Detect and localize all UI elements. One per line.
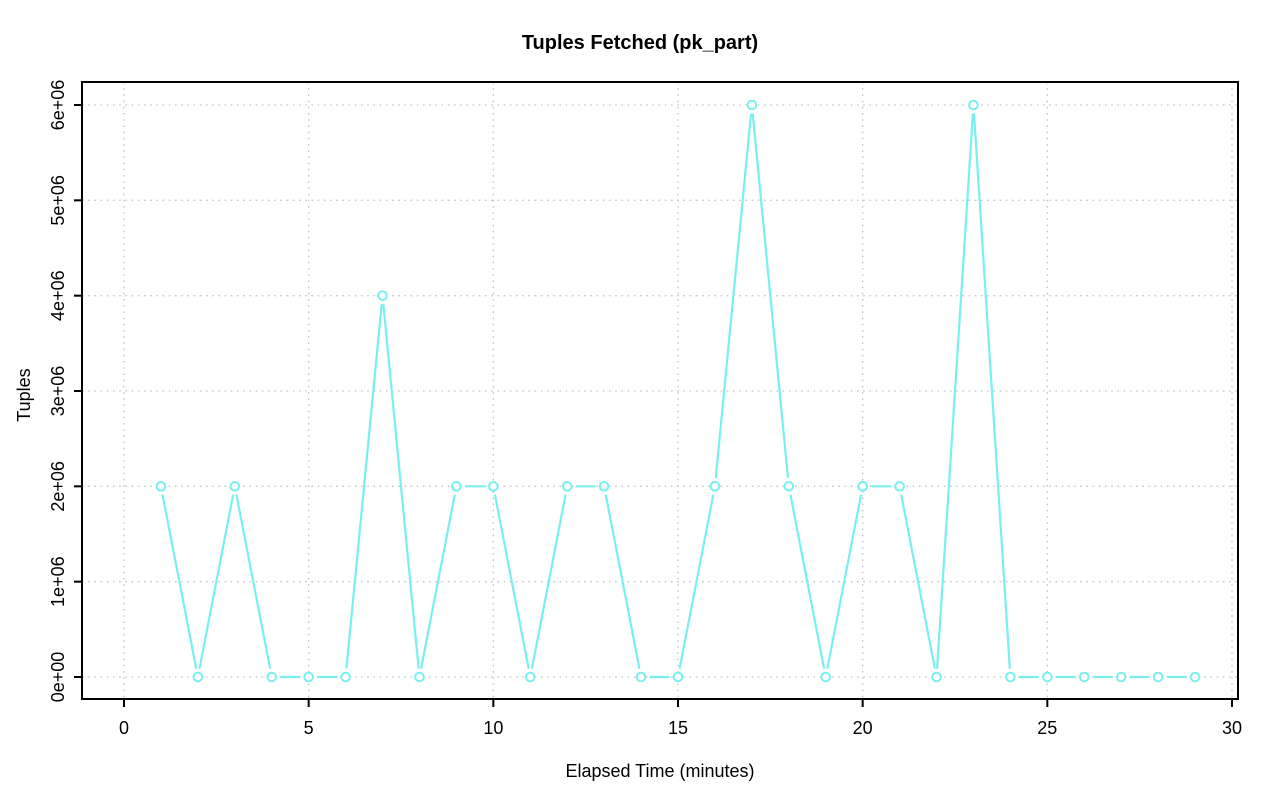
data-point-marker	[377, 290, 388, 301]
data-point-marker	[1078, 671, 1090, 683]
data-point-marker	[451, 481, 462, 492]
data-point-marker	[746, 99, 758, 111]
data-point-marker	[672, 671, 684, 683]
data-point-marker	[155, 481, 167, 492]
data-point-marker	[635, 671, 647, 683]
data-point-marker	[488, 481, 499, 492]
axis-ticks	[74, 104, 1233, 707]
x-tick-label: 0	[119, 718, 129, 738]
series-segment	[198, 494, 235, 669]
series-segment	[678, 494, 715, 669]
y-tick-label: 5e+06	[48, 175, 68, 226]
x-tick-label: 10	[483, 718, 503, 738]
series-segment	[714, 113, 753, 478]
x-axis-label: Elapsed Time (minutes)	[565, 761, 754, 781]
data-point-marker	[857, 481, 868, 492]
series-segment	[789, 494, 826, 669]
chart-title: Tuples Fetched (pk_part)	[522, 32, 758, 54]
data-series	[155, 99, 1201, 683]
data-point-marker	[709, 481, 721, 492]
series-segment	[530, 494, 567, 669]
data-point-marker	[598, 481, 610, 492]
x-tick-labels: 0 5 10 15 20 25 30	[119, 718, 1242, 738]
series-segment	[604, 494, 641, 669]
data-point-marker	[414, 671, 425, 683]
series-segment	[935, 113, 975, 669]
y-tick-label: 3e+06	[48, 366, 68, 417]
series-segment	[826, 494, 863, 669]
x-tick-label: 5	[304, 718, 314, 738]
data-point-marker	[1115, 671, 1127, 683]
data-point-marker	[1189, 671, 1201, 683]
data-point-marker	[931, 671, 942, 683]
data-point-marker	[783, 481, 795, 492]
y-tick-labels: 0e+00 1e+06 2e+06 3e+06 4e+06 5e+06 6e+06	[48, 80, 68, 703]
y-tick-label: 6e+06	[48, 80, 68, 131]
series-segment	[345, 304, 383, 669]
series-segment	[382, 304, 420, 669]
y-tick-label: 0e+00	[48, 652, 68, 703]
series-segment	[235, 494, 272, 669]
data-point-marker	[340, 671, 351, 683]
series-segment	[161, 494, 198, 669]
x-tick-label: 20	[853, 718, 873, 738]
data-point-marker	[1152, 671, 1164, 683]
y-tick-label: 4e+06	[48, 270, 68, 321]
series-segment	[751, 113, 790, 478]
series-segment	[493, 494, 530, 669]
y-axis-label: Tuples	[14, 368, 34, 421]
data-point-marker	[524, 671, 536, 683]
data-point-marker	[229, 481, 241, 492]
x-tick-label: 15	[668, 718, 688, 738]
data-point-marker	[266, 671, 278, 683]
x-tick-label: 30	[1222, 718, 1242, 738]
data-point-marker	[968, 99, 979, 111]
y-tick-label: 2e+06	[48, 461, 68, 512]
data-point-marker	[894, 481, 905, 492]
gridlines	[82, 82, 1238, 699]
y-tick-label: 1e+06	[48, 556, 68, 607]
series-segment	[420, 494, 456, 669]
data-point-marker	[1005, 671, 1016, 683]
series-segment	[972, 113, 1011, 669]
data-point-marker	[1042, 671, 1053, 683]
data-point-marker	[820, 671, 832, 683]
series-segment	[900, 494, 936, 669]
data-point-marker	[192, 671, 204, 683]
x-tick-label: 25	[1037, 718, 1057, 738]
data-point-marker	[561, 481, 573, 492]
data-point-marker	[303, 671, 314, 683]
